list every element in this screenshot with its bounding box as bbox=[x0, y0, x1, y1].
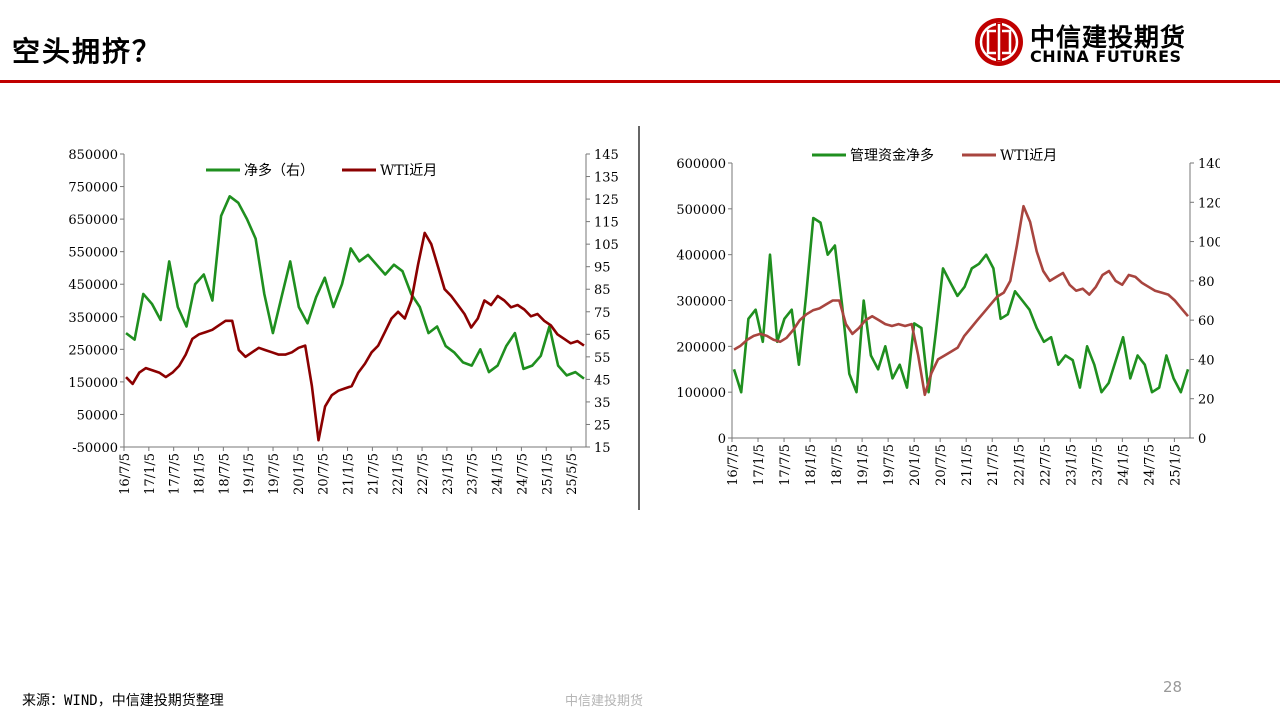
left-tick-label: 0 bbox=[718, 432, 726, 447]
right-tick-label: 85 bbox=[594, 283, 611, 298]
x-tick-label: 18/7/5 bbox=[830, 444, 845, 486]
x-tick-label: 19/7/5 bbox=[882, 444, 897, 486]
x-tick-label: 18/7/5 bbox=[217, 453, 232, 495]
x-tick-label: 25/1/5 bbox=[540, 453, 555, 495]
series-line-2 bbox=[125, 231, 585, 442]
left-tick-label: 550000 bbox=[68, 246, 118, 261]
right-tick-label: 95 bbox=[594, 261, 611, 276]
brand-name-en: CHINA FUTURES bbox=[1030, 47, 1182, 66]
series-line-1 bbox=[732, 216, 1190, 394]
right-tick-label: 45 bbox=[594, 373, 611, 388]
x-tick-label: 17/7/5 bbox=[168, 453, 183, 495]
brand-emblem-icon bbox=[975, 18, 1023, 66]
left-tick-label: 600000 bbox=[676, 157, 726, 172]
x-tick-label: 20/1/5 bbox=[908, 444, 923, 486]
x-tick-label: 23/7/5 bbox=[466, 453, 481, 495]
right-tick-label: 105 bbox=[594, 238, 619, 253]
x-tick-label: 22/7/5 bbox=[1038, 444, 1053, 486]
x-tick-label: 21/1/5 bbox=[960, 444, 975, 486]
right-tick-label: 40 bbox=[1198, 353, 1215, 368]
source-note: 来源：WIND，中信建投期货整理 bbox=[22, 693, 224, 709]
right-tick-label: 25 bbox=[594, 418, 611, 433]
left-tick-label: 300000 bbox=[676, 295, 726, 310]
x-tick-label: 24/1/5 bbox=[1116, 444, 1131, 486]
right-tick-label: 80 bbox=[1198, 275, 1215, 290]
left-tick-label: 400000 bbox=[676, 249, 726, 264]
x-tick-label: 20/7/5 bbox=[934, 444, 949, 486]
right-tick-label: 100 bbox=[1198, 236, 1220, 251]
left-tick-label: 650000 bbox=[68, 213, 118, 228]
series-line-2 bbox=[733, 204, 1189, 397]
legend-label-2: WTI近月 bbox=[1000, 148, 1057, 164]
x-tick-label: 19/1/5 bbox=[242, 453, 257, 495]
left-tick-label: 200000 bbox=[676, 340, 726, 355]
x-tick-label: 23/1/5 bbox=[441, 453, 456, 495]
left-tick-label: 450000 bbox=[68, 278, 118, 293]
x-tick-label: 17/7/5 bbox=[778, 444, 793, 486]
x-tick-label: 24/1/5 bbox=[491, 453, 506, 495]
x-tick-label: 21/1/5 bbox=[342, 453, 357, 495]
right-tick-label: 35 bbox=[594, 396, 611, 411]
right-tick-label: 75 bbox=[594, 306, 611, 321]
left-tick-label: 850000 bbox=[68, 148, 118, 163]
page-number: 28 bbox=[1163, 678, 1183, 696]
x-tick-label: 22/7/5 bbox=[416, 453, 431, 495]
x-tick-label: 16/7/5 bbox=[726, 444, 741, 486]
left-tick-label: 350000 bbox=[68, 311, 118, 326]
right-tick-label: 55 bbox=[594, 351, 611, 366]
chart-divider bbox=[638, 126, 640, 510]
brand-name-cn: 中信建投期货 bbox=[1030, 23, 1187, 52]
chart-net-long-vs-wti: 850000 750000 650000 550000 450000 350000 2500… bbox=[68, 148, 619, 495]
x-tick-label: 25/1/5 bbox=[1168, 444, 1183, 486]
left-tick-label: 500000 bbox=[676, 203, 726, 218]
left-tick-label: 750000 bbox=[68, 181, 118, 196]
x-tick-label: 23/7/5 bbox=[1090, 444, 1105, 486]
right-tick-label: 135 bbox=[594, 171, 619, 186]
x-tick-label: 24/7/5 bbox=[1142, 444, 1157, 486]
legend-label-1: 管理资金净多 bbox=[850, 147, 934, 164]
right-tick-label: 15 bbox=[594, 441, 611, 456]
series-line-1 bbox=[125, 194, 585, 380]
x-tick-label: 16/7/5 bbox=[118, 453, 133, 495]
legend-label-2: WTI近月 bbox=[380, 163, 437, 179]
x-tick-label: 20/7/5 bbox=[317, 453, 332, 495]
x-tick-label: 24/7/5 bbox=[515, 453, 530, 495]
left-tick-label: 100000 bbox=[676, 386, 726, 401]
page-title: 空头拥挤？ bbox=[12, 35, 163, 68]
x-tick-label: 25/5/5 bbox=[565, 453, 580, 495]
x-tick-label: 21/7/5 bbox=[986, 444, 1001, 486]
right-tick-label: 145 bbox=[594, 148, 619, 163]
x-tick-label: 17/1/5 bbox=[752, 444, 767, 486]
right-tick-label: 20 bbox=[1198, 393, 1215, 408]
right-tick-label: 140 bbox=[1198, 157, 1220, 172]
x-tick-label: 19/7/5 bbox=[267, 453, 282, 495]
right-tick-label: 0 bbox=[1198, 432, 1206, 447]
x-tick-label: 22/1/5 bbox=[391, 453, 406, 495]
footer-brand: 中信建投期货 bbox=[565, 694, 644, 709]
x-tick-label: 17/1/5 bbox=[143, 453, 158, 495]
left-tick-label: 250000 bbox=[68, 343, 118, 358]
x-tick-label: 18/1/5 bbox=[193, 453, 208, 495]
legend-label-1: 净多（右） bbox=[244, 162, 314, 179]
left-tick-label: 150000 bbox=[68, 376, 118, 391]
x-tick-label: 21/7/5 bbox=[366, 453, 381, 495]
x-tick-label: 18/1/5 bbox=[804, 444, 819, 486]
x-tick-label: 19/1/5 bbox=[856, 444, 871, 486]
header-divider bbox=[0, 80, 1280, 83]
right-tick-label: 125 bbox=[594, 193, 619, 208]
x-tick-label: 20/1/5 bbox=[292, 453, 307, 495]
chart-managed-money-vs-wti: 600000 500000 400000 300000 200000 100000 0 140… bbox=[676, 147, 1220, 486]
x-tick-label: 22/1/5 bbox=[1012, 444, 1027, 486]
left-tick-label: -50000 bbox=[72, 441, 118, 456]
right-tick-label: 120 bbox=[1198, 196, 1220, 211]
right-tick-label: 65 bbox=[594, 328, 611, 343]
left-tick-label: 50000 bbox=[77, 408, 118, 423]
right-tick-label: 60 bbox=[1198, 314, 1215, 329]
brand-logo: 中信建投期货 CHINA FUTURES bbox=[974, 16, 1194, 72]
x-tick-label: 23/1/5 bbox=[1064, 444, 1079, 486]
right-tick-label: 115 bbox=[594, 216, 619, 231]
